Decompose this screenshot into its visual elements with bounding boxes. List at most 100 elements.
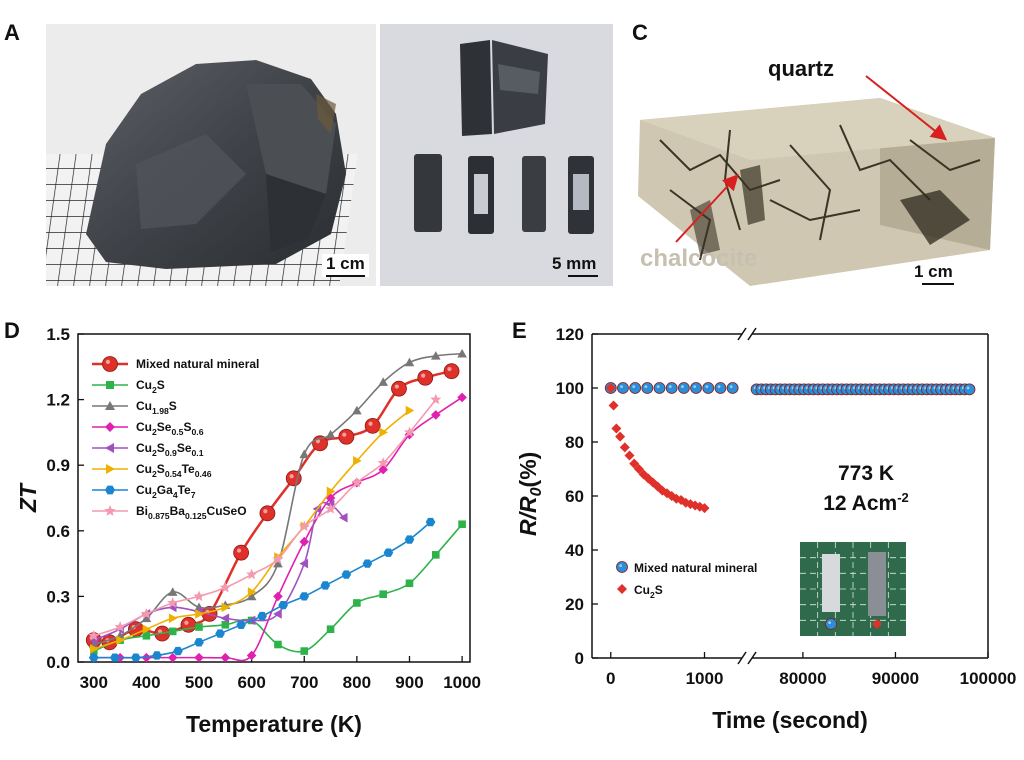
data-point-5-2 xyxy=(142,624,152,634)
data-point-mixed-8 xyxy=(702,382,715,394)
data-point-7-9 xyxy=(325,503,337,514)
data-point-cu2s-15 xyxy=(671,493,682,504)
legend-marker-2 xyxy=(105,401,115,410)
data-point-0-13 xyxy=(417,369,434,386)
x-tick-label: 600 xyxy=(237,673,265,692)
data-point-5-5 xyxy=(221,602,231,613)
inset-marker-mixed-shine xyxy=(828,621,831,624)
data-point-5-0 xyxy=(89,644,99,654)
data-point-6-0 xyxy=(88,653,99,662)
axis-break-mark xyxy=(737,327,747,341)
data-point-cu2s-5 xyxy=(624,450,635,461)
quartz-label: quartz xyxy=(768,56,834,81)
data-point-7-5 xyxy=(219,581,231,593)
data-point-6-10 xyxy=(299,592,310,601)
legend-label-mixed: Mixed natural mineral xyxy=(634,561,757,575)
data-point-5-10 xyxy=(353,456,362,466)
x-tick-label: 900 xyxy=(395,673,423,692)
data-point-mixed-3-shine xyxy=(644,385,648,388)
data-point-7-7 xyxy=(272,553,284,564)
series-1 xyxy=(89,520,466,655)
data-point-6-1 xyxy=(110,653,120,662)
legend-label-5: Cu2S0.54Te0.46 xyxy=(136,462,212,479)
x-tick-label: 90000 xyxy=(872,669,919,688)
legend-label-0: Mixed natural mineral xyxy=(136,357,259,371)
data-point-0-12-shine xyxy=(394,384,399,389)
data-point-5-9 xyxy=(326,486,336,497)
legend-marker-6 xyxy=(105,485,115,495)
data-point-mixed-10 xyxy=(726,382,739,394)
inset-sample-mixed xyxy=(822,554,840,612)
data-point-6-4 xyxy=(173,646,183,656)
y-tick-label: 80 xyxy=(565,433,584,452)
y-tick-label: 120 xyxy=(556,325,584,344)
data-point-mixed-seg2-45-shine xyxy=(966,386,970,390)
series-cu2s xyxy=(605,383,710,514)
data-point-mixed-6-shine xyxy=(681,385,684,388)
data-point-mixed-3 xyxy=(641,382,654,394)
scale-line-a xyxy=(326,275,365,277)
x-tick-label: 1000 xyxy=(686,669,724,688)
data-point-1-4 xyxy=(195,623,203,631)
data-point-cu2s-0 xyxy=(605,383,616,393)
data-point-1-3 xyxy=(168,627,177,636)
data-point-cu2s-1 xyxy=(608,400,619,411)
scale-bar-b: 5 mm xyxy=(552,254,598,277)
data-point-mixed-seg2-45 xyxy=(963,383,976,396)
data-point-cu2s-7 xyxy=(633,464,644,474)
data-point-mixed-10-shine xyxy=(729,385,733,388)
inset-photo xyxy=(800,542,906,636)
y-tick-label: 0.6 xyxy=(46,522,70,541)
data-point-cu2s-19 xyxy=(690,500,701,511)
inset-marker-cu2s xyxy=(872,619,882,629)
data-point-6-8 xyxy=(257,611,267,621)
data-point-5-11 xyxy=(379,427,388,438)
data-point-6-7 xyxy=(236,620,246,629)
data-point-1-8 xyxy=(300,647,309,655)
data-point-mixed-7 xyxy=(690,382,702,394)
data-point-mixed-9 xyxy=(714,382,727,394)
samples-photo xyxy=(380,24,613,286)
legend-label-4: Cu2S0.9Se0.1 xyxy=(136,441,204,458)
inset-sample-cu2s xyxy=(868,552,886,616)
annotation-temperature: 773 K xyxy=(838,462,894,485)
data-point-cu2s-4 xyxy=(619,442,630,453)
data-point-mixed-5 xyxy=(665,382,678,394)
y-tick-label: 40 xyxy=(565,541,584,560)
data-point-6-16 xyxy=(425,517,436,527)
data-point-6-9 xyxy=(278,600,289,610)
data-point-6-5 xyxy=(194,638,204,647)
axis-break-mark xyxy=(737,651,747,665)
y-tick-label: 0 xyxy=(575,649,584,668)
data-point-1-12 xyxy=(405,579,414,588)
scale-label-b: 5 mm xyxy=(552,254,597,273)
y-axis-label: ZT xyxy=(15,482,41,513)
data-point-mixed-2 xyxy=(629,382,642,394)
data-point-mixed-1-shine xyxy=(620,385,623,388)
data-point-mixed-7-shine xyxy=(693,385,697,388)
plot-frame xyxy=(77,333,471,663)
panel-letter-d: D xyxy=(4,318,20,343)
series-mixed-mineral xyxy=(604,382,976,396)
data-point-mixed-2-shine xyxy=(632,385,636,388)
data-point-2-8 xyxy=(299,449,310,459)
data-point-5-3 xyxy=(168,613,178,624)
data-point-0-7 xyxy=(259,505,276,522)
data-point-3-3 xyxy=(167,652,178,663)
data-point-6-2 xyxy=(131,653,141,662)
data-point-3-11 xyxy=(378,464,388,475)
y-tick-label: 100 xyxy=(556,379,584,398)
data-point-0-6-shine xyxy=(236,548,242,553)
axis-break-mark xyxy=(747,327,757,341)
data-point-mixed-6 xyxy=(677,382,690,394)
data-point-cu2s-3 xyxy=(615,431,626,442)
legend-label-7: Bi0.875Ba0.125CuSeO xyxy=(136,504,247,521)
scale-line-b xyxy=(568,275,598,277)
data-point-2-12 xyxy=(404,357,415,367)
data-point-2-10 xyxy=(352,405,362,415)
data-point-4-8 xyxy=(299,558,309,569)
data-point-7-11 xyxy=(377,457,389,468)
x-tick-label: 300 xyxy=(80,673,108,692)
ore-photo xyxy=(46,24,376,286)
data-point-mixed-8-shine xyxy=(705,385,709,388)
